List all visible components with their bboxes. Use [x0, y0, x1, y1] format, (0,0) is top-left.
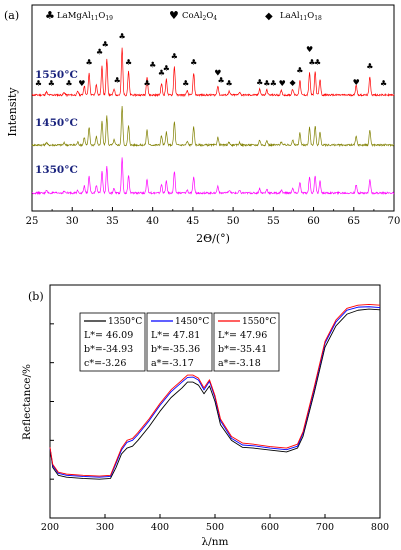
peak-marker: ♣	[158, 68, 165, 77]
peak-marker: ♥	[306, 45, 313, 54]
xrd-legend: ♣ LaMgAl11O19 ♥ CoAl2O4 ◆ LaAl11O18	[45, 9, 322, 22]
reflectance-panel: (b) 200 300 400 500 600 700 800 1350°C 1450°C …	[21, 284, 389, 548]
legend-symbol-heart: ♥	[169, 9, 179, 22]
peak-marker: ♣	[86, 58, 93, 67]
xrd-x-axis: 25 30 35 40 45 50 55 60 65 70	[26, 207, 401, 227]
peak-marker: ♣	[35, 79, 42, 88]
peak-marker: ♣	[171, 52, 178, 61]
reflectance-x-tick-label: 400	[151, 522, 169, 533]
legend-box-1350	[79, 312, 146, 372]
legend-symbol-diamond: ◆	[265, 11, 273, 22]
xrd-y-axis-title: Intensity	[6, 87, 19, 137]
peak-marker: ♥	[214, 68, 221, 77]
reflectance-series-lines	[49, 303, 381, 480]
reflectance-x-axis: 200 300 400 500 600 700 800	[41, 514, 389, 533]
peak-marker: ♣	[308, 58, 315, 67]
peak-marker: ♣	[314, 58, 321, 67]
xrd-line-1350	[31, 157, 395, 196]
peak-marker: ♣	[263, 79, 270, 88]
legend-symbol-club: ♣	[45, 9, 55, 22]
legend-label-lamgal11o19: LaMgAl11O19	[57, 11, 113, 22]
legend-name-1550: 1550°C	[242, 317, 276, 327]
reflectance-x-tick-label: 700	[316, 522, 334, 533]
peak-marker: ♣	[217, 76, 224, 85]
reflectance-x-tick-label: 300	[96, 522, 114, 533]
reflectance-x-axis-title: λ/nm	[202, 536, 229, 548]
xrd-x-axis-title: 2Θ/(°)	[196, 232, 230, 245]
legend-1450-l: L*= 47.81	[151, 330, 200, 341]
legend-1550-a: a*=-3.18	[218, 358, 261, 369]
xrd-x-tick-label: 60	[307, 216, 320, 227]
peak-marker: ♣	[190, 58, 197, 67]
series-label-1350: 1350°C	[35, 164, 78, 176]
peak-marker: ♣	[163, 64, 170, 73]
peak-marker: ♣	[256, 78, 263, 87]
peak-marker: ♣	[114, 76, 121, 85]
legend-name-1450: 1450°C	[175, 317, 209, 327]
legend-label-laal11o18: LaAl11O18	[280, 11, 322, 22]
xrd-x-tick-label: 30	[66, 216, 79, 227]
legend-1350-b: b*=-34.93	[84, 344, 133, 355]
legend-label-coal2o4: CoAl2O4	[182, 11, 217, 22]
legend-1350-c: c*=-3.26	[84, 358, 126, 369]
xrd-x-tick-label: 50	[227, 216, 240, 227]
reflectance-x-tick-label: 600	[261, 522, 279, 533]
xrd-peak-markers: ♣ ♣ ♣ ♥♣♣♣♣♣♣♣♣♣♣♣♣♣♥♣ ♣ ♣ ♣ ♣ ♥ ◆♣♥♣♣♥♣♣	[35, 32, 387, 88]
peak-marker: ♣	[380, 79, 387, 88]
xrd-x-tick-label: 65	[347, 216, 360, 227]
legend-1550-b: b*=-35.41	[218, 344, 267, 355]
peak-marker: ♣	[125, 58, 132, 67]
peak-marker: ♥	[78, 79, 85, 88]
panel-a-label: (a)	[4, 9, 19, 22]
peak-marker: ♣	[119, 32, 126, 41]
peak-marker: ♥	[279, 79, 286, 88]
legend-1350-l: L*= 46.09	[84, 330, 133, 341]
xrd-x-tick-label: 40	[146, 216, 159, 227]
reflectance-x-tick-label: 800	[371, 522, 389, 533]
peak-marker: ♣	[65, 79, 72, 88]
reflectance-y-axis-title: Reflectance/%	[21, 364, 33, 440]
legend-1450-b: b*=-35.36	[151, 344, 200, 355]
xrd-x-tick-label: 25	[26, 216, 39, 227]
peak-marker: ♣	[48, 79, 55, 88]
reflectance-line-1350	[49, 308, 381, 480]
reflectance-legend: 1350°C 1450°C 1550°C L*= 46.09 b*=-34.93…	[79, 312, 280, 372]
xrd-line-1550	[31, 47, 395, 98]
xrd-x-tick-label: 45	[187, 216, 200, 227]
legend-1450-a: a*=-3.17	[151, 358, 194, 369]
series-label-1450: 1450°C	[35, 117, 78, 129]
legend-box-1450	[146, 312, 213, 372]
peak-marker: ♣	[143, 79, 150, 88]
peak-marker: ◆	[290, 78, 297, 87]
xrd-x-tick-label: 55	[267, 216, 280, 227]
peak-marker: ♣	[366, 62, 373, 71]
series-label-1550: 1550°C	[35, 69, 78, 81]
peak-marker: ♣	[226, 79, 233, 88]
xrd-x-tick-label: 35	[106, 216, 119, 227]
reflectance-line-1450	[49, 306, 381, 478]
xrd-line-1450	[31, 106, 395, 148]
peak-marker: ♣	[102, 40, 109, 49]
peak-marker: ♣	[296, 66, 303, 75]
legend-name-1350: 1350°C	[108, 317, 142, 327]
peak-marker: ♥	[353, 78, 360, 87]
peak-marker: ♣	[270, 79, 277, 88]
xrd-panel: (a) ♣ LaMgAl11O19 ♥ CoAl2O4 ◆ LaAl11O18 …	[4, 4, 401, 245]
panel-b-label: (b)	[28, 290, 44, 303]
xrd-x-tick-label: 70	[388, 216, 401, 227]
reflectance-x-tick-label: 200	[41, 522, 59, 533]
peak-marker: ♣	[96, 48, 103, 57]
peak-marker: ♣	[149, 61, 156, 70]
peak-marker: ♣	[182, 79, 189, 88]
reflectance-y-axis	[50, 284, 54, 519]
xrd-plot-frame	[31, 4, 395, 212]
reflectance-x-tick-label: 500	[206, 522, 224, 533]
legend-1550-l: L*= 47.96	[218, 330, 267, 341]
xrd-series-lines	[31, 47, 395, 196]
legend-box-1550	[213, 312, 280, 372]
reflectance-line-1550	[49, 303, 381, 477]
